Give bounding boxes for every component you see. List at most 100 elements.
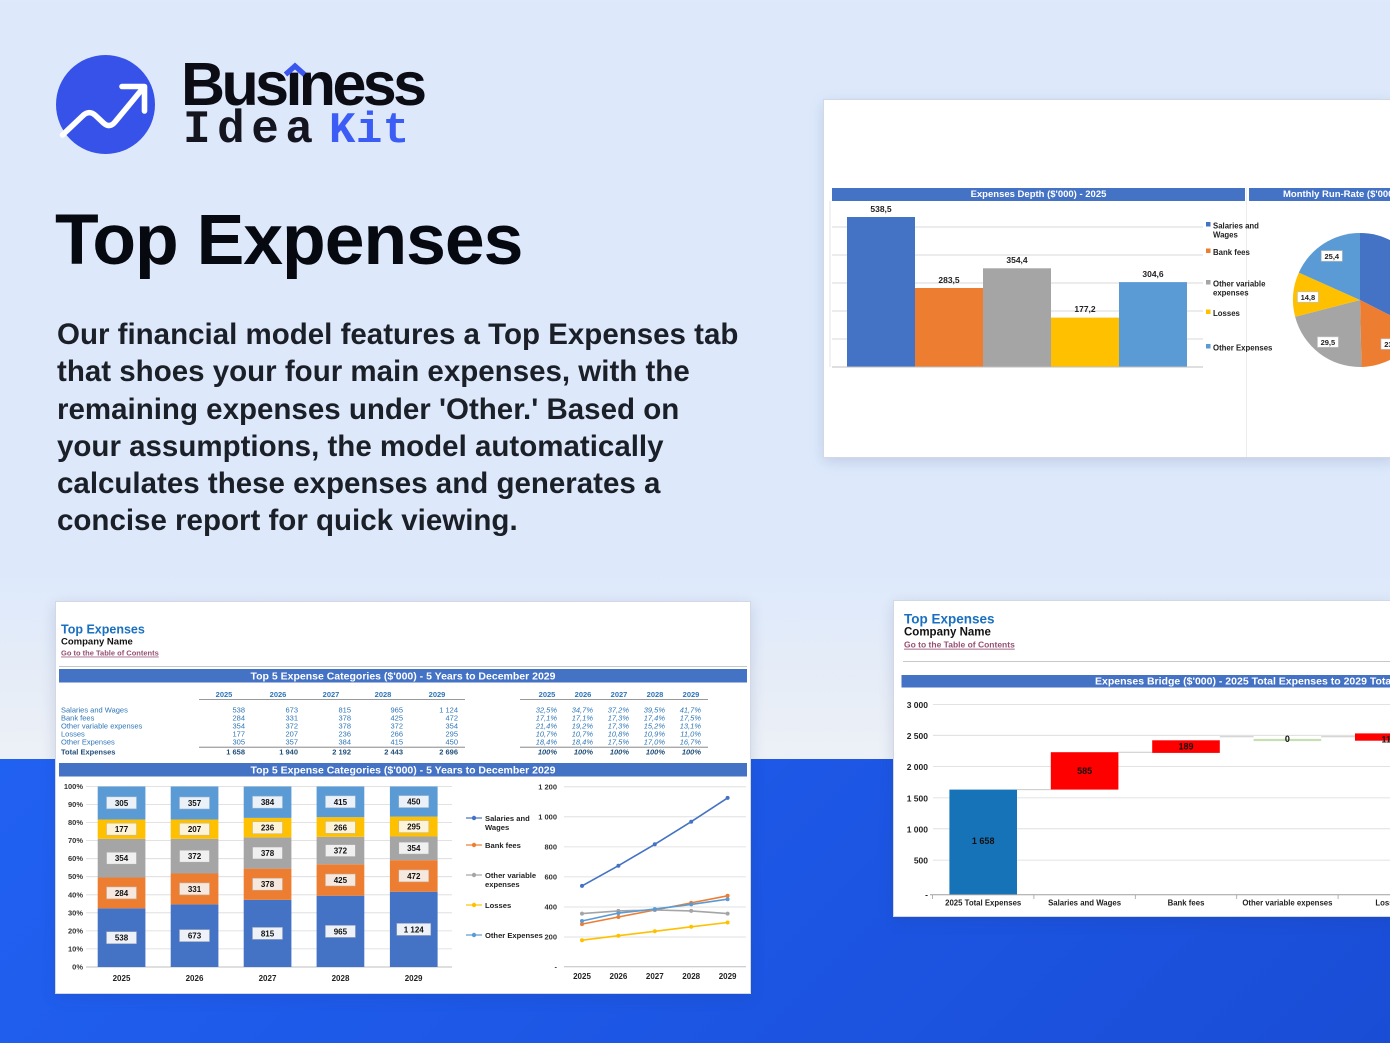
svg-text:1 658: 1 658	[226, 747, 245, 756]
svg-text:415: 415	[334, 798, 348, 807]
svg-text:384: 384	[261, 798, 275, 807]
svg-text:2026: 2026	[186, 974, 204, 983]
svg-text:Total Expenses: Total Expenses	[61, 747, 115, 756]
svg-text:2 696: 2 696	[439, 747, 458, 756]
svg-text:1 124: 1 124	[439, 705, 458, 714]
svg-text:Top 5 Expense Categories ($'00: Top 5 Expense Categories ($'000) - 5 Yea…	[250, 765, 555, 777]
svg-text:2026: 2026	[270, 690, 287, 699]
svg-text:2 500: 2 500	[907, 731, 929, 741]
svg-text:21,4%: 21,4%	[535, 721, 558, 730]
svg-text:100%: 100%	[610, 747, 630, 756]
svg-text:100%: 100%	[646, 747, 666, 756]
svg-text:100%: 100%	[64, 782, 84, 791]
svg-text:18,4%: 18,4%	[536, 737, 558, 746]
svg-text:Top 5 Expense Categories ($'00: Top 5 Expense Categories ($'000) - 5 Yea…	[250, 671, 555, 683]
svg-text:450: 450	[445, 737, 458, 746]
svg-text:Wages: Wages	[485, 823, 509, 832]
svg-text:10,7%: 10,7%	[536, 729, 558, 738]
svg-text:2028: 2028	[375, 690, 392, 699]
svg-text:100%: 100%	[538, 747, 558, 756]
svg-text:Bank fees: Bank fees	[485, 841, 521, 850]
svg-text:800: 800	[544, 842, 557, 851]
svg-text:2 443: 2 443	[384, 747, 403, 756]
svg-text:10,8%: 10,8%	[608, 729, 630, 738]
svg-text:2025: 2025	[539, 690, 556, 699]
svg-text:Other Expenses: Other Expenses	[1213, 344, 1273, 353]
svg-text:357: 357	[285, 737, 298, 746]
svg-text:2025 Total Expenses: 2025 Total Expenses	[945, 898, 1022, 907]
svg-text:354: 354	[445, 721, 458, 730]
svg-text:304,6: 304,6	[1142, 269, 1164, 279]
svg-text:Bank fees: Bank fees	[1213, 248, 1251, 257]
svg-text:Bank fees: Bank fees	[1168, 898, 1206, 907]
svg-text:2027: 2027	[323, 690, 340, 699]
svg-text:1 000: 1 000	[907, 824, 929, 834]
svg-text:177: 177	[115, 825, 129, 834]
svg-text:Losses: Losses	[1213, 309, 1241, 318]
svg-text:Other variable expenses: Other variable expenses	[1242, 898, 1333, 907]
svg-text:23,7: 23,7	[1384, 340, 1390, 349]
svg-text:Losses: Losses	[485, 901, 511, 910]
svg-text:Top Expenses: Top Expenses	[904, 611, 995, 626]
svg-text:378: 378	[261, 849, 275, 858]
svg-text:200: 200	[544, 933, 557, 942]
svg-text:207: 207	[285, 729, 298, 738]
svg-text:2025: 2025	[573, 972, 591, 981]
svg-text:372: 372	[334, 847, 348, 856]
svg-text:425: 425	[334, 876, 348, 885]
svg-text:2029: 2029	[405, 974, 423, 983]
svg-text:1 124: 1 124	[404, 925, 425, 934]
svg-text:3 000: 3 000	[907, 700, 929, 710]
svg-text:331: 331	[188, 885, 202, 894]
svg-text:425: 425	[390, 713, 403, 722]
svg-text:2029: 2029	[683, 690, 700, 699]
svg-text:450: 450	[407, 798, 421, 807]
svg-text:Top Expenses: Top Expenses	[61, 623, 145, 637]
svg-text:41,7%: 41,7%	[680, 705, 702, 714]
svg-text:177: 177	[232, 729, 245, 738]
svg-text:500: 500	[914, 856, 928, 866]
svg-text:600: 600	[544, 872, 557, 881]
svg-text:378: 378	[338, 721, 351, 730]
svg-text:17,3%: 17,3%	[608, 721, 630, 730]
svg-text:354: 354	[232, 721, 245, 730]
svg-text:37,2%: 37,2%	[608, 705, 630, 714]
svg-text:2026: 2026	[610, 972, 628, 981]
svg-text:70%: 70%	[68, 836, 83, 845]
svg-text:1 000: 1 000	[538, 812, 557, 821]
svg-text:2 000: 2 000	[907, 762, 929, 772]
svg-text:2029: 2029	[719, 972, 737, 981]
svg-text:40%: 40%	[68, 890, 83, 899]
svg-text:295: 295	[407, 823, 421, 832]
svg-text:30%: 30%	[68, 908, 83, 917]
svg-text:2025: 2025	[216, 690, 233, 699]
svg-text:815: 815	[338, 705, 351, 714]
svg-text:29,5: 29,5	[1321, 338, 1336, 347]
svg-text:295: 295	[445, 729, 458, 738]
svg-text:Wages: Wages	[1213, 231, 1239, 240]
svg-text:2028: 2028	[332, 974, 350, 983]
svg-text:538,5: 538,5	[870, 204, 892, 214]
svg-text:Salaries and Wages: Salaries and Wages	[61, 705, 128, 714]
svg-text:15,2%: 15,2%	[644, 721, 666, 730]
svg-text:372: 372	[285, 721, 298, 730]
svg-text:39,5%: 39,5%	[644, 705, 666, 714]
svg-text:354,4: 354,4	[1006, 255, 1028, 265]
svg-text:Company Name: Company Name	[904, 626, 991, 638]
svg-text:354: 354	[115, 854, 129, 863]
svg-text:305: 305	[232, 737, 245, 746]
svg-text:177,2: 177,2	[1074, 304, 1096, 314]
svg-text:472: 472	[407, 872, 421, 881]
svg-text:305: 305	[115, 799, 129, 808]
svg-text:Other variable expenses: Other variable expenses	[61, 721, 143, 730]
svg-text:331: 331	[285, 713, 298, 722]
svg-text:284: 284	[115, 889, 129, 898]
svg-text:2029: 2029	[429, 690, 446, 699]
svg-text:14,8: 14,8	[1301, 293, 1316, 302]
svg-text:538: 538	[232, 705, 245, 714]
svg-text:1 200: 1 200	[538, 782, 557, 791]
svg-text:100%: 100%	[574, 747, 594, 756]
svg-text:Salaries and Wages: Salaries and Wages	[1048, 898, 1122, 907]
svg-text:284: 284	[232, 713, 245, 722]
svg-text:80%: 80%	[68, 818, 83, 827]
